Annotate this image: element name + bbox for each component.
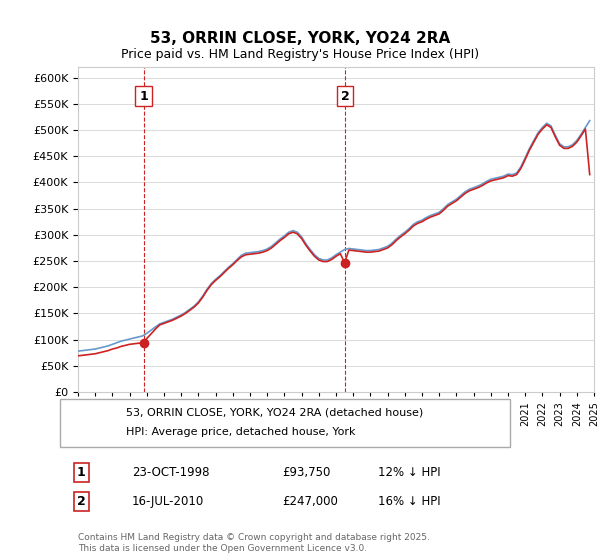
- Text: HPI: Average price, detached house, York: HPI: Average price, detached house, York: [126, 427, 355, 437]
- Text: Contains HM Land Registry data © Crown copyright and database right 2025.
This d: Contains HM Land Registry data © Crown c…: [78, 534, 430, 553]
- Text: 2: 2: [77, 494, 85, 508]
- FancyBboxPatch shape: [60, 399, 510, 447]
- Text: 23-OCT-1998: 23-OCT-1998: [132, 466, 209, 479]
- Text: 2: 2: [341, 90, 350, 102]
- Text: 1: 1: [77, 466, 85, 479]
- Text: 1: 1: [139, 90, 148, 102]
- Text: £247,000: £247,000: [282, 494, 338, 508]
- Text: 53, ORRIN CLOSE, YORK, YO24 2RA (detached house): 53, ORRIN CLOSE, YORK, YO24 2RA (detache…: [126, 407, 423, 417]
- Text: 12% ↓ HPI: 12% ↓ HPI: [378, 466, 440, 479]
- Text: 16-JUL-2010: 16-JUL-2010: [132, 494, 204, 508]
- Text: £93,750: £93,750: [282, 466, 331, 479]
- Text: 16% ↓ HPI: 16% ↓ HPI: [378, 494, 440, 508]
- Text: 53, ORRIN CLOSE, YORK, YO24 2RA: 53, ORRIN CLOSE, YORK, YO24 2RA: [150, 31, 450, 46]
- Text: Price paid vs. HM Land Registry's House Price Index (HPI): Price paid vs. HM Land Registry's House …: [121, 48, 479, 60]
